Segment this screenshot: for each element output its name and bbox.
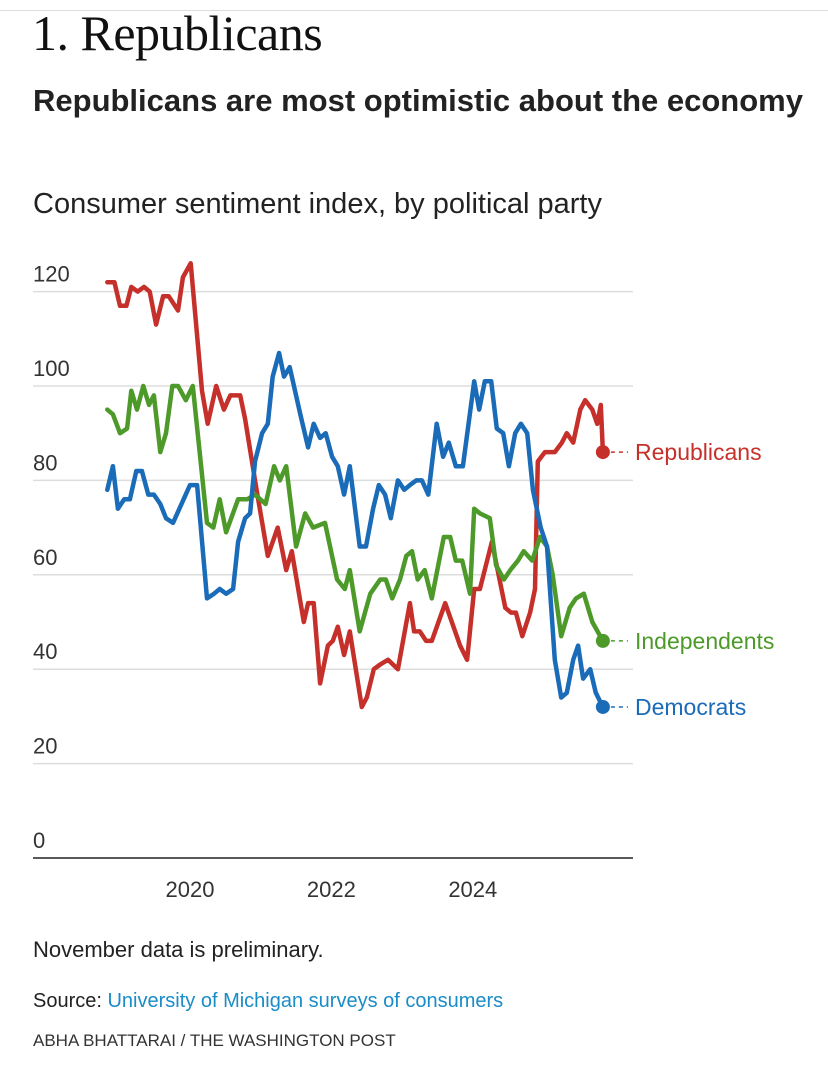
footnote: November data is preliminary. xyxy=(33,937,324,962)
y-tick-label: 80 xyxy=(33,450,57,475)
source-label: Source: xyxy=(33,990,108,1012)
series-label-independents: Independents xyxy=(635,628,774,654)
series-line-independents xyxy=(105,383,606,644)
line-chart: 0 20 40 60 80 100 120 2020 2022 2024 Republicans In… xyxy=(33,261,774,902)
y-tick-label: 100 xyxy=(33,356,70,381)
series-end-dot-democrats xyxy=(595,699,610,714)
source-link[interactable]: University of Michigan surveys of consum… xyxy=(107,990,504,1012)
credit-line: ABHA BHATTARAI / THE WASHINGTON POST xyxy=(33,1031,396,1050)
series-line-democrats xyxy=(105,350,606,710)
x-tick-label: 2020 xyxy=(166,877,215,902)
chart-headline: Republicans are most optimistic about th… xyxy=(33,83,803,118)
source-line: Source: University of Michigan surveys o… xyxy=(33,990,503,1013)
y-tick-label: 20 xyxy=(33,734,57,759)
y-tick-label: 60 xyxy=(33,545,57,570)
y-tick-label: 40 xyxy=(33,639,57,664)
series-end-dot-independents xyxy=(595,633,610,648)
x-tick-label: 2022 xyxy=(307,877,356,902)
series-line-republicans xyxy=(105,261,606,710)
y-tick-label: 0 xyxy=(33,828,45,853)
chart-title: Consumer sentiment index, by political p… xyxy=(33,188,602,220)
top-divider xyxy=(0,10,828,11)
y-tick-label: 120 xyxy=(33,262,70,287)
section-title: 1. Republicans xyxy=(32,5,323,61)
series-label-republicans: Republicans xyxy=(635,439,762,465)
x-tick-label: 2024 xyxy=(448,877,497,902)
series-label-democrats: Democrats xyxy=(635,694,746,720)
series-end-dot-republicans xyxy=(595,445,610,460)
